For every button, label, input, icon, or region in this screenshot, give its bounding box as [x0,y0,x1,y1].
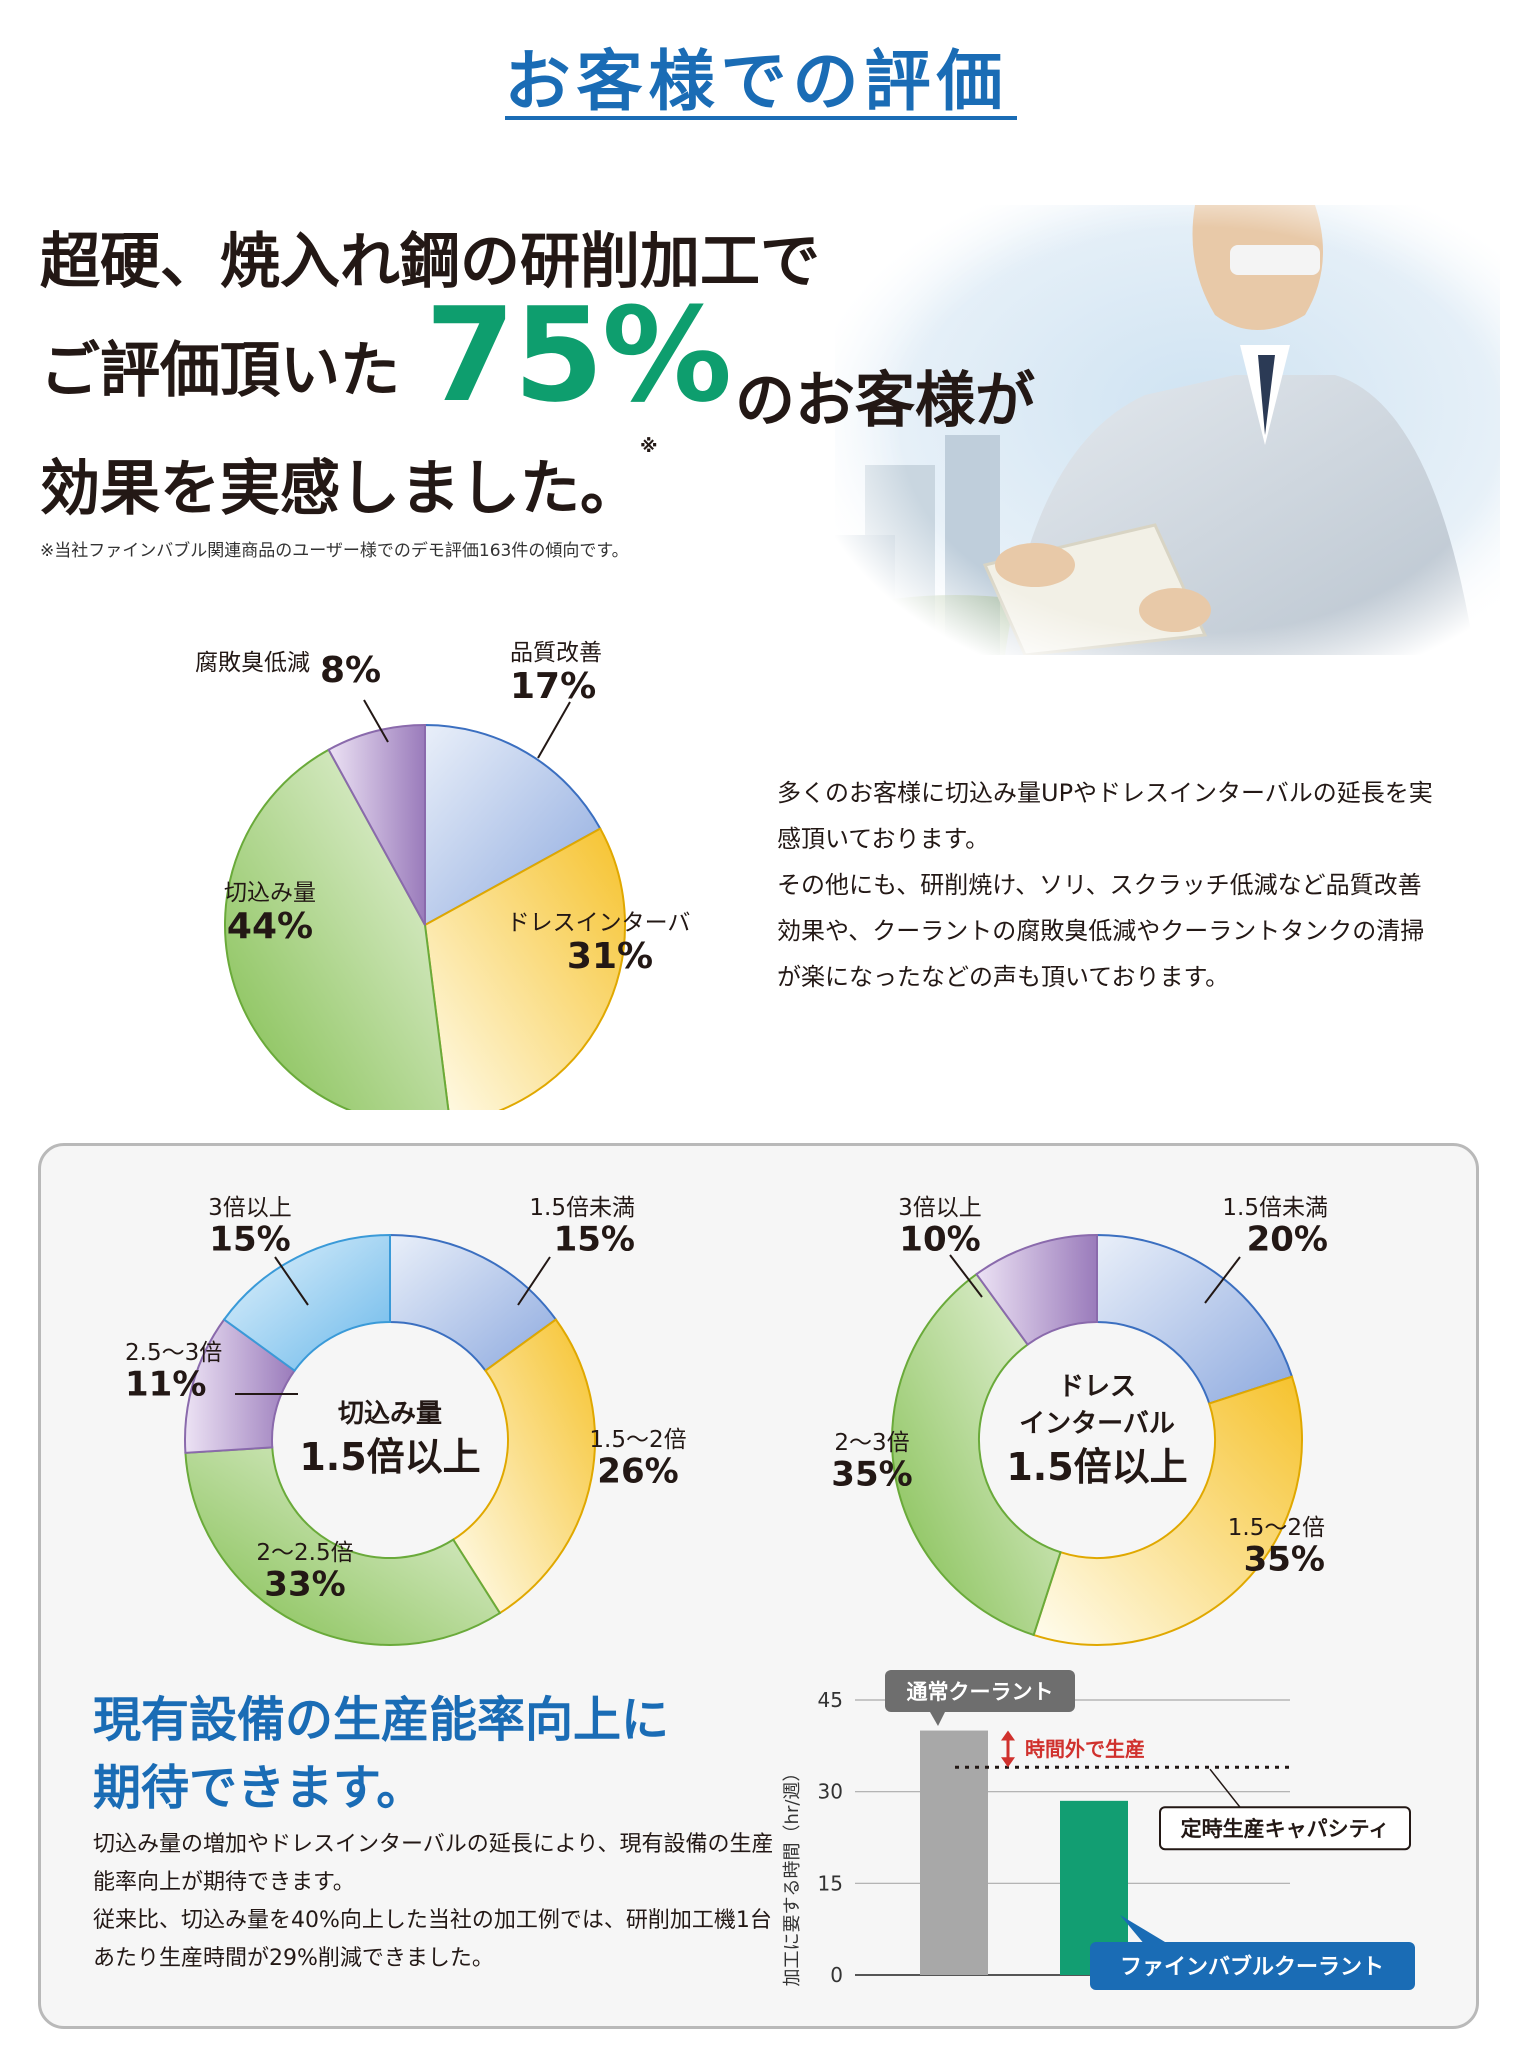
fine-bubble-callout-tail [1120,1915,1170,1945]
capacity-callout-leader [1209,1768,1241,1808]
donut2-2-to-3x-label: 2～3倍 [834,1430,909,1456]
description-paragraph-1: 多くのお客様に切込み量UPやドレスインターバルの延長を実感頂いております。 [777,779,1433,853]
normal-coolant-label: 通常クーラント [907,1680,1054,1704]
productivity-heading-line2: 期待できます。 [93,1760,425,1816]
pie1-odor-label: 腐敗臭低減 [195,650,310,676]
title-underline [505,116,1017,120]
hero-photo-worker [835,205,1500,655]
hero-line3-text: 効果を実感しました。 [40,454,640,524]
hero-headline-line1: 超硬、焼入れ鋼の研削加工で [40,227,820,297]
donut1-center-label-1: 切込み量 [338,1399,442,1429]
donut2-1-5-to-2x-value: 35% [1244,1540,1325,1580]
pie1-dress-label: ドレスインターバル [507,910,690,936]
bar-normal-coolant [920,1730,988,1975]
donut1-1-5-to-2x-label: 1.5～2倍 [589,1427,686,1453]
donut2-center-label-3: 1.5倍以上 [1006,1445,1187,1489]
productivity-paragraph-1: 切込み量の増加やドレスインターバルの延長により、現有設備の生産能率向上が期待でき… [93,1832,774,1895]
hero-headline-line3: 効果を実感しました。※ [40,436,658,527]
fine-bubble-callout-box [1090,1942,1415,1990]
donut1-slice-2-to-2-5x [184,1446,502,1646]
pie1-odor-leader-line [363,699,389,743]
pie1-dress-value: 31% [567,936,653,977]
donut2-over-3x-leader-line [949,1254,983,1298]
donut1-slice-1-5-to-2x [451,1318,596,1615]
pie1-odor-value-inline: 8% [320,650,381,691]
donut2-slice-1-5-to-2x [1032,1375,1303,1646]
donut1-2-5-to-3x-value: 11% [125,1365,206,1405]
donut2-slice-over-3x [975,1233,1098,1346]
donut2-center-label-2: インターバル [1019,1409,1175,1439]
donut2-center-label-1: ドレス [1058,1372,1136,1402]
pie1-slice-dress-interval [423,827,626,1110]
hero-big-percentage: 75% [425,279,732,431]
capacity-callout-box [1159,1806,1411,1851]
donut1-2-to-2-5x-label: 2～2.5倍 [256,1540,353,1566]
donut2-1-5-to-2x-label: 1.5～2倍 [1228,1515,1325,1541]
donut2-slice-under-1-5x [1096,1233,1294,1405]
productivity-text: 切込み量の増加やドレスインターバルの延長により、現有設備の生産能率向上が期待でき… [93,1826,793,1978]
donut2-slice-2-to-3x [891,1272,1062,1637]
donut2-under-1-5x-leader-line [1204,1256,1241,1304]
donut1-2-to-2-5x-value: 33% [264,1565,345,1605]
fine-bubble-coolant-label: ファインバブルクーラント [1120,1954,1384,1980]
donut2-2-to-3x-value: 35% [831,1455,912,1495]
donut2-over-3x-label: 3倍以上 [898,1195,982,1221]
evaluation-description: 多くのお客様に切込み量UPやドレスインターバルの延長を実感頂いております。 その… [777,770,1437,1000]
donut1-under-1-5x-leader-line [517,1256,551,1306]
capacity-reference-label: 定時生産キャパシティ [1181,1817,1390,1841]
donut2-under-1-5x-label: 1.5倍未満 [1222,1195,1328,1221]
donut1-over-3x-label: 3倍以上 [208,1195,292,1221]
pie1-slice-odor [327,723,426,926]
hero-headline-line2b: のお客様が [735,366,1035,436]
donut1-1-5-to-2x-value: 26% [597,1452,678,1492]
section-title: お客様での評価 [504,43,1009,120]
bar-chart-y-axis-label: 加工に要する時間（hr/週） [782,1764,803,1987]
pie1-slice-quality [424,723,602,927]
productivity-heading-line1: 現有設備の生産能率向上に [93,1692,670,1748]
production-time-bar-chart: 加工に要する時間（hr/週） 0 15 30 45 通常クーラント時間外で生産定時生産… [782,1670,1415,1990]
pie1-cut-value: 44% [227,906,313,947]
pie1-slice-cut-depth [224,748,450,1110]
donut2-under-1-5x-value: 20% [1247,1220,1328,1260]
footnote-mark: ※ [640,436,658,457]
productivity-heading: 現有設備の生産能率向上に 期待できます。 [93,1686,669,1822]
bar-y-tick-45: 45 [818,1688,843,1712]
overtime-arrow-head-down [1001,1757,1015,1768]
bar-y-tick-30: 30 [818,1780,843,1804]
overtime-arrow-head-up [1001,1730,1015,1741]
pie1-cut-label: 切込み量 [224,880,316,906]
pie1-quality-label: 品質改善 [510,640,602,666]
bar-y-tick-0: 0 [830,1963,843,1987]
pie1-quality-leader-line [537,701,571,759]
donut1-over-3x-leader-line [274,1256,309,1306]
productivity-paragraph-2: 従来比、切込み量を40%向上した当社の加工例では、研削加工機1台あたり生産時間が… [93,1908,772,1971]
donut1-under-1-5x-label: 1.5倍未満 [529,1195,635,1221]
donut1-2-5-to-3x-label: 2.5～3倍 [125,1340,222,1366]
normal-coolant-callout-tail [930,1712,945,1726]
normal-coolant-callout-box [885,1670,1075,1712]
donut1-center-label-2: 1.5倍以上 [299,1435,480,1479]
pie1-quality-value: 17% [510,666,596,707]
hero-footnote: ※当社ファインバブル関連商品のユーザー様でのデモ評価163件の傾向です。 [40,541,629,561]
donut1-over-3x-value: 15% [209,1220,290,1260]
donut2-over-3x-value: 10% [899,1220,980,1260]
overtime-annotation: 時間外で生産 [1025,1737,1145,1761]
bar-y-tick-15: 15 [818,1871,843,1895]
donut1-under-1-5x-value: 15% [554,1220,635,1260]
description-paragraph-2: その他にも、研削焼け、ソリ、スクラッチ低減など品質改善効果や、クーラントの腐敗臭… [777,871,1425,991]
hero-headline-line2a: ご評価頂いた [40,336,400,406]
